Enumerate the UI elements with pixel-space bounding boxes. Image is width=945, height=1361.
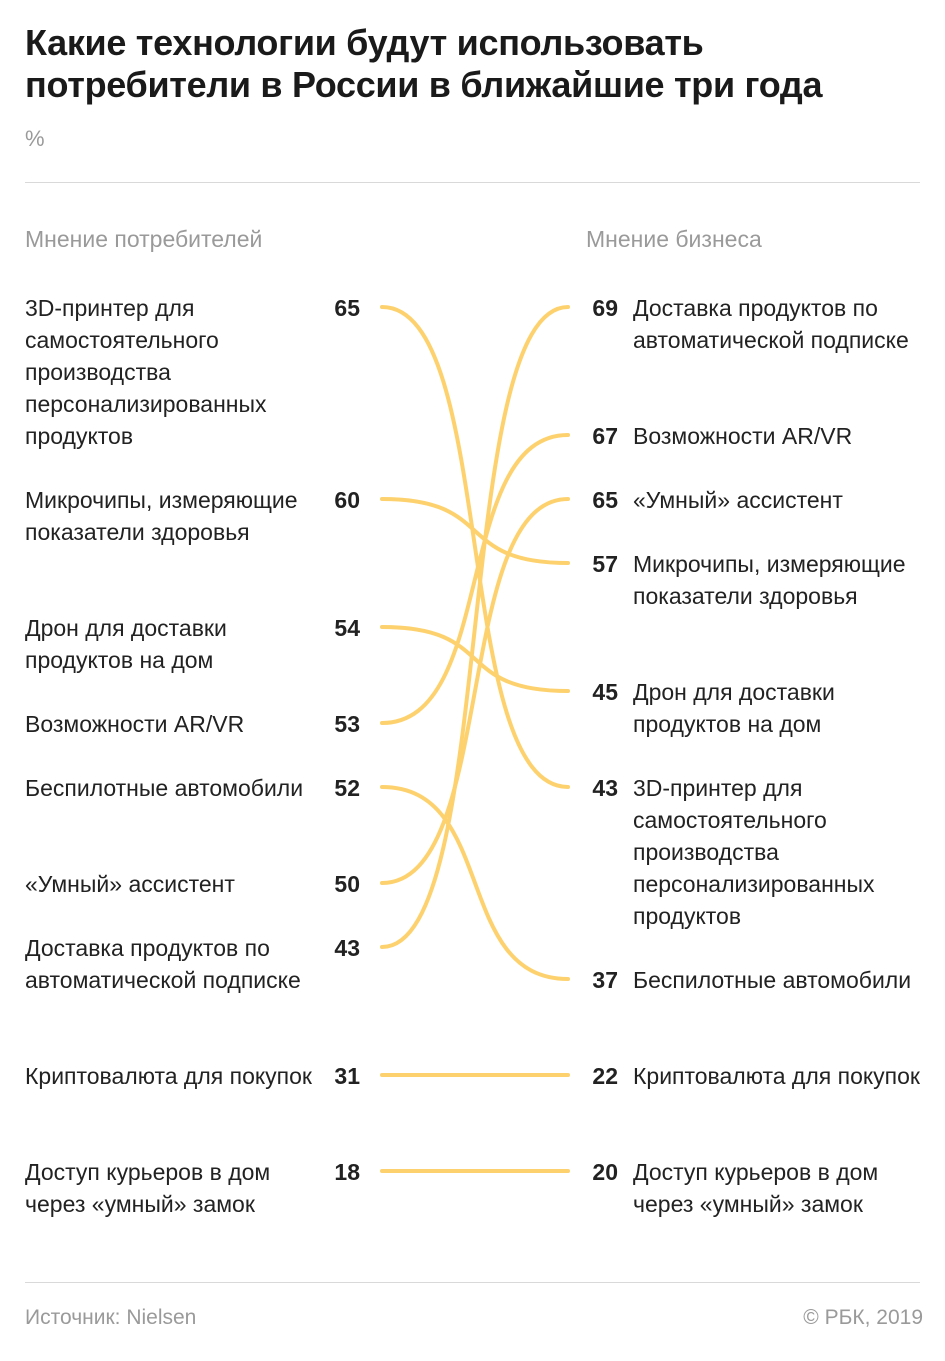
slope-line: [380, 305, 570, 789]
right-item-label: Доставка продуктов по автоматической под…: [633, 295, 909, 353]
slope-line: [380, 497, 570, 565]
left-item-value: 43: [334, 935, 360, 961]
left-item-label: Возможности AR/VR: [25, 711, 245, 737]
top-divider: [25, 182, 920, 183]
left-item-label: 3D-принтер для самостоятельного производ…: [25, 295, 267, 449]
left-item-label: Доступ курьеров в дом через «умный» замо…: [25, 1159, 271, 1217]
left-item-value: 50: [334, 871, 360, 897]
left-item-value: 53: [334, 711, 360, 737]
left-item-label: Беспилотные автомобили: [25, 775, 304, 801]
right-item-label: Дрон для доставки продуктов на дом: [633, 679, 835, 737]
right-item-value: 65: [592, 487, 618, 513]
right-item-label: Криптовалюта для покупок: [633, 1063, 920, 1089]
slope-line: [380, 785, 570, 981]
left-item-label: Криптовалюта для покупок: [25, 1063, 312, 1089]
right-item-value: 37: [592, 967, 618, 993]
right-item-value: 67: [592, 423, 618, 449]
left-item-value: 52: [334, 775, 360, 801]
right-item-value: 69: [592, 295, 618, 321]
left-item-label: Дрон для доставки продуктов на дом: [25, 615, 227, 673]
slope-line: [380, 305, 570, 949]
left-column-title: Мнение потребителей: [25, 226, 263, 252]
left-item-value: 54: [334, 615, 360, 641]
left-item-value: 60: [334, 487, 360, 513]
left-item-label: Микрочипы, измеряющие показатели здоровь…: [25, 487, 298, 545]
left-item-label: Доставка продуктов по автоматической под…: [25, 935, 301, 993]
unit-label: %: [25, 126, 45, 151]
slope-line: [380, 433, 570, 725]
right-item-label: Микрочипы, измеряющие показатели здоровь…: [633, 551, 906, 609]
right-item-label: Возможности AR/VR: [633, 423, 853, 449]
right-item-value: 43: [592, 775, 618, 801]
right-item-value: 45: [592, 679, 618, 705]
right-item-label: Беспилотные автомобили: [633, 967, 912, 993]
right-item-label: 3D-принтер для самостоятельного производ…: [633, 775, 875, 929]
right-item-value: 57: [592, 551, 618, 577]
source-note: Источник: Nielsen: [25, 1306, 197, 1329]
left-item-value: 31: [334, 1063, 360, 1089]
slope-line: [380, 625, 570, 693]
right-item-value: 20: [592, 1159, 618, 1185]
left-item-value: 18: [334, 1159, 360, 1185]
right-item-value: 22: [592, 1063, 618, 1089]
right-column-title: Мнение бизнеса: [586, 226, 762, 252]
left-item-label: «Умный» ассистент: [25, 871, 235, 897]
copyright-note: © РБК, 2019: [803, 1306, 923, 1329]
right-item-label: Доступ курьеров в дом через «умный» замо…: [633, 1159, 879, 1217]
left-item-value: 65: [334, 295, 360, 321]
slope-line: [380, 497, 570, 885]
bottom-divider: [25, 1282, 920, 1283]
right-item-label: «Умный» ассистент: [633, 487, 843, 513]
chart-title: Какие технологии будут использовать потр…: [25, 22, 823, 105]
